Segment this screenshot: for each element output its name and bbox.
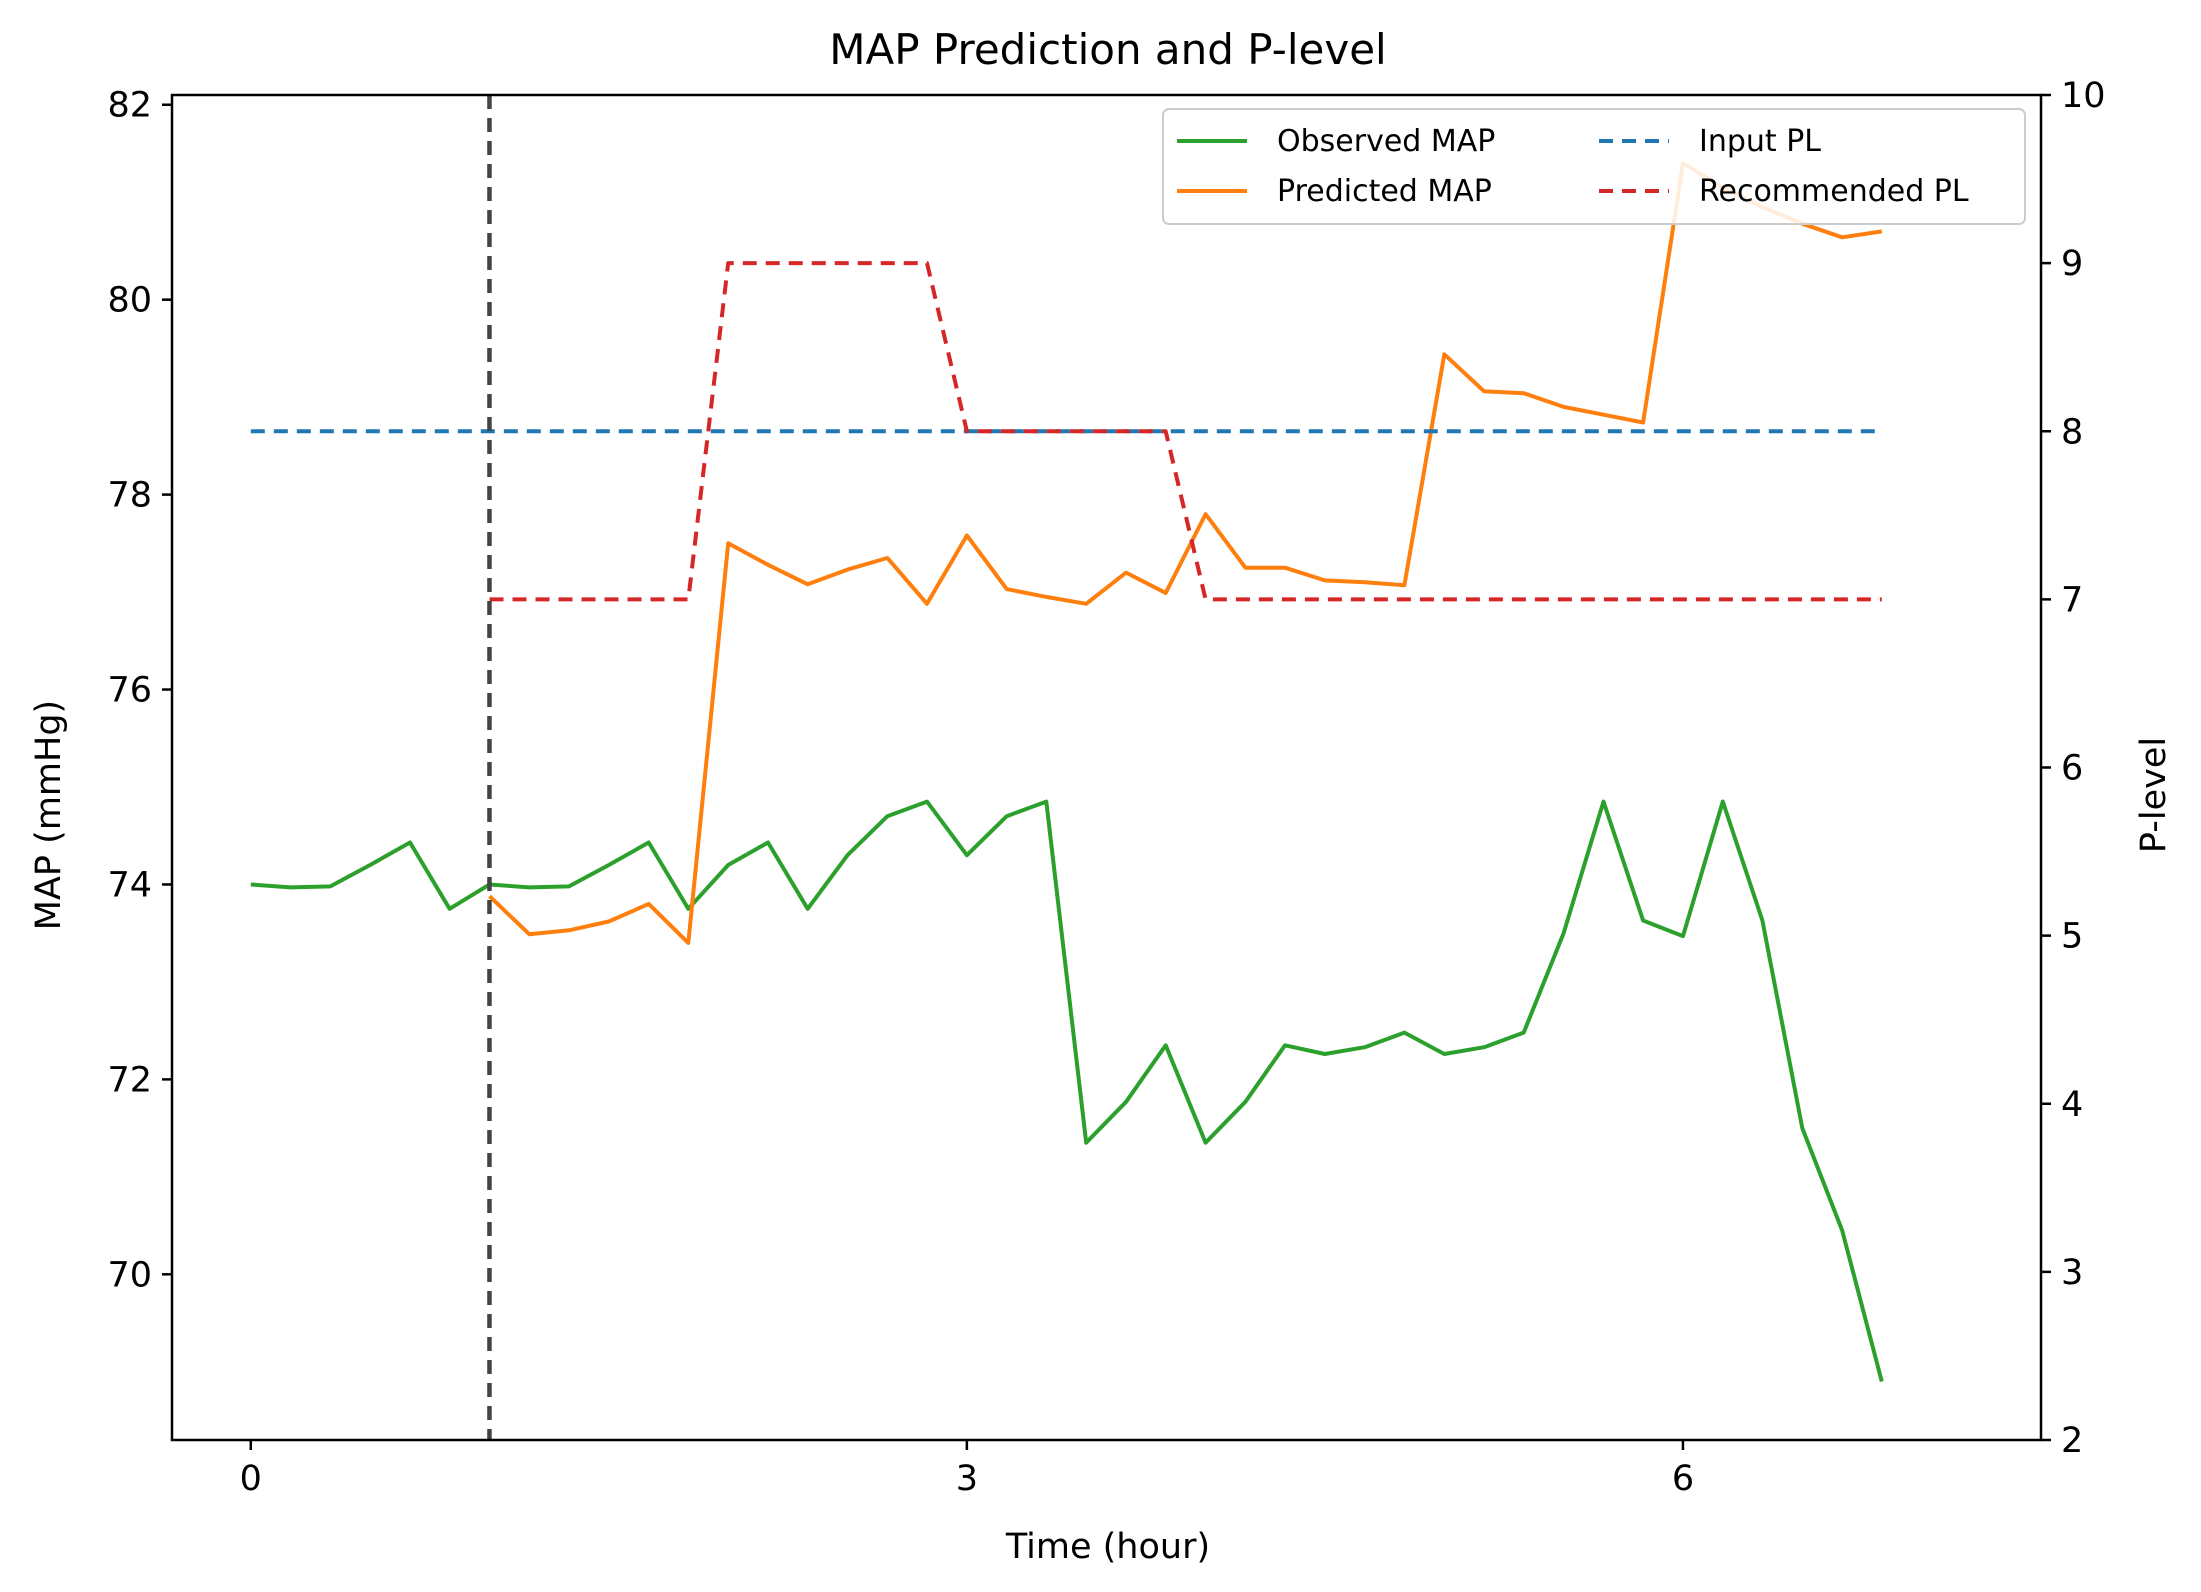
y2-tick-label: 9	[2061, 244, 2083, 284]
y2-tick-label: 2	[2061, 1421, 2083, 1461]
plot-area	[250, 95, 1884, 1440]
y2-tick-label: 8	[2061, 412, 2083, 452]
y-tick-label: 70	[107, 1255, 152, 1295]
y-tick-label: 72	[107, 1060, 152, 1100]
series-line-predicted-map	[488, 161, 1883, 945]
x-tick-label: 6	[1672, 1459, 1694, 1499]
y2-axis-label: P-level	[2134, 737, 2174, 853]
x-axis-label: Time (hour)	[1005, 1527, 1210, 1567]
y2-tick-label: 10	[2061, 76, 2106, 116]
legend-box	[1162, 108, 2026, 225]
y-tick-label: 74	[107, 865, 152, 905]
legend-label-recommended-pl: Recommended PL	[1699, 174, 1969, 209]
legend-label-input-pl: Input PL	[1699, 124, 1821, 159]
x-tick-label: 3	[956, 1459, 978, 1499]
y2-tick-label: 4	[2061, 1085, 2083, 1125]
y2-tick-label: 5	[2061, 917, 2083, 957]
x-tick-label: 0	[240, 1459, 262, 1499]
y-tick-label: 80	[107, 281, 152, 321]
y-tick-label: 76	[107, 671, 152, 711]
y-axis-label: MAP (mmHg)	[29, 700, 69, 930]
y-tick-label: 78	[107, 476, 152, 516]
y2-tick-label: 7	[2061, 580, 2083, 620]
y-tick-label: 82	[107, 86, 152, 126]
chart-title: MAP Prediction and P-level	[829, 25, 1386, 74]
series-line-observed-map	[250, 799, 1884, 1383]
y2-tick-label: 6	[2061, 749, 2083, 789]
legend: Observed MAP Predicted MAP Input PL Recomme…	[1162, 108, 2026, 225]
plot-frame	[170, 93, 2043, 1442]
legend-label-observed-map: Observed MAP	[1277, 124, 1495, 159]
legend-label-predicted-map: Predicted MAP	[1277, 174, 1492, 209]
y2-tick-label: 3	[2061, 1253, 2083, 1293]
